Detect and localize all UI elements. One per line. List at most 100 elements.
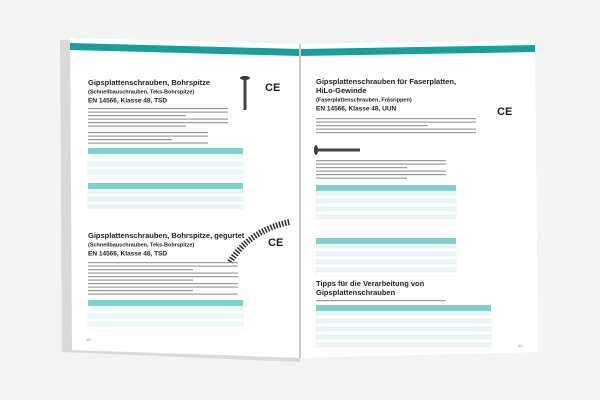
page-number: 19 bbox=[518, 343, 523, 348]
table-row bbox=[87, 169, 244, 175]
table-row bbox=[315, 326, 492, 332]
text-line bbox=[88, 111, 228, 113]
text-line bbox=[316, 118, 476, 120]
text-line bbox=[88, 283, 238, 285]
table-row bbox=[87, 321, 244, 327]
table-row bbox=[315, 243, 457, 249]
table-row bbox=[315, 202, 457, 208]
text-line bbox=[316, 121, 476, 123]
table-row bbox=[315, 190, 457, 196]
table-row bbox=[315, 263, 457, 269]
text-line bbox=[88, 276, 238, 278]
subtitle: (Faserplattenschrauben, Fräsrippen) bbox=[316, 97, 412, 103]
text-line bbox=[88, 118, 228, 120]
table-row bbox=[315, 214, 457, 220]
text-line bbox=[88, 293, 238, 295]
text-line bbox=[88, 125, 186, 127]
text-line bbox=[88, 262, 238, 264]
subtitle: (Schnellbauschrauben, Teks-Bohrspitze) bbox=[88, 89, 194, 95]
ce-mark: CE bbox=[265, 82, 280, 94]
page-number: 18 bbox=[86, 337, 91, 342]
text-line bbox=[88, 290, 193, 292]
table-row bbox=[315, 198, 457, 204]
standard: EN 14566, Klasse 48, TSD bbox=[88, 98, 167, 105]
table-row bbox=[315, 310, 492, 316]
text-line bbox=[88, 142, 208, 144]
table-row bbox=[87, 153, 244, 159]
text-line bbox=[316, 170, 446, 172]
text-line bbox=[316, 167, 407, 169]
text-line bbox=[316, 160, 446, 162]
table-header bbox=[88, 183, 243, 189]
standard: EN 14566, Klasse 48, UUN bbox=[316, 106, 397, 113]
table-row bbox=[87, 309, 244, 315]
screw-horizontal bbox=[314, 145, 360, 155]
table-row bbox=[87, 325, 244, 331]
text-line bbox=[316, 174, 446, 176]
table-row bbox=[315, 251, 457, 257]
ce-mark: CE bbox=[497, 106, 512, 118]
right-band bbox=[300, 45, 535, 56]
ce-mark: CE bbox=[268, 237, 283, 249]
table-row bbox=[87, 173, 244, 179]
table-row bbox=[315, 334, 492, 340]
title: Gipsplattenschrauben bbox=[316, 288, 396, 297]
text-line bbox=[88, 286, 238, 288]
table-row bbox=[315, 322, 492, 328]
table-row bbox=[87, 313, 244, 319]
text-line bbox=[88, 139, 172, 141]
table-row bbox=[87, 204, 244, 210]
text-line bbox=[88, 279, 193, 281]
table-row bbox=[315, 271, 457, 277]
table-row bbox=[87, 200, 244, 206]
table-row bbox=[87, 157, 244, 163]
table-row bbox=[315, 330, 492, 336]
table-row bbox=[87, 196, 244, 202]
table-row bbox=[315, 259, 457, 265]
table-row bbox=[87, 161, 244, 167]
text-line bbox=[88, 108, 228, 110]
table-row bbox=[315, 210, 457, 216]
text-line bbox=[316, 125, 428, 127]
text-line bbox=[88, 269, 193, 271]
standard: EN 14566, Klasse 48, TSD bbox=[88, 251, 167, 258]
table-row bbox=[87, 305, 244, 311]
table-row bbox=[315, 247, 457, 253]
table-row bbox=[87, 165, 244, 171]
table-header bbox=[88, 300, 243, 306]
table-row bbox=[315, 342, 492, 348]
table-header bbox=[316, 185, 456, 191]
table-header bbox=[316, 238, 456, 244]
text-line bbox=[316, 177, 407, 179]
title: Gipsplattenschrauben für Faserplatten, bbox=[316, 77, 456, 86]
title: Gipsplattenschrauben, Bohrspitze bbox=[88, 78, 210, 87]
table-row bbox=[315, 318, 492, 324]
title: Tipps für die Verarbeitung von bbox=[316, 279, 425, 288]
table-row bbox=[87, 188, 244, 194]
title: Gipsplattenschrauben, Bohrspitze, gegurt… bbox=[88, 231, 245, 240]
text-line bbox=[88, 132, 208, 134]
table-row bbox=[315, 206, 457, 212]
text-line bbox=[88, 115, 186, 117]
table-row bbox=[87, 192, 244, 198]
text-line bbox=[316, 163, 446, 165]
text-line bbox=[88, 122, 228, 124]
table-row bbox=[315, 194, 457, 200]
left-band bbox=[70, 43, 300, 56]
text-line bbox=[316, 132, 476, 134]
text-line bbox=[316, 300, 446, 302]
text-line bbox=[88, 272, 238, 274]
table-row bbox=[87, 317, 244, 323]
title: HiLo-Gewinde bbox=[316, 86, 366, 95]
screw-vertical bbox=[240, 76, 250, 110]
text-line bbox=[88, 265, 238, 267]
text-line bbox=[88, 135, 208, 137]
table-row bbox=[315, 255, 457, 261]
table-row bbox=[315, 338, 492, 344]
table-row bbox=[315, 267, 457, 273]
screw-belt bbox=[227, 219, 291, 264]
table-header bbox=[316, 305, 491, 311]
table-row bbox=[315, 314, 492, 320]
text-line bbox=[316, 128, 476, 130]
